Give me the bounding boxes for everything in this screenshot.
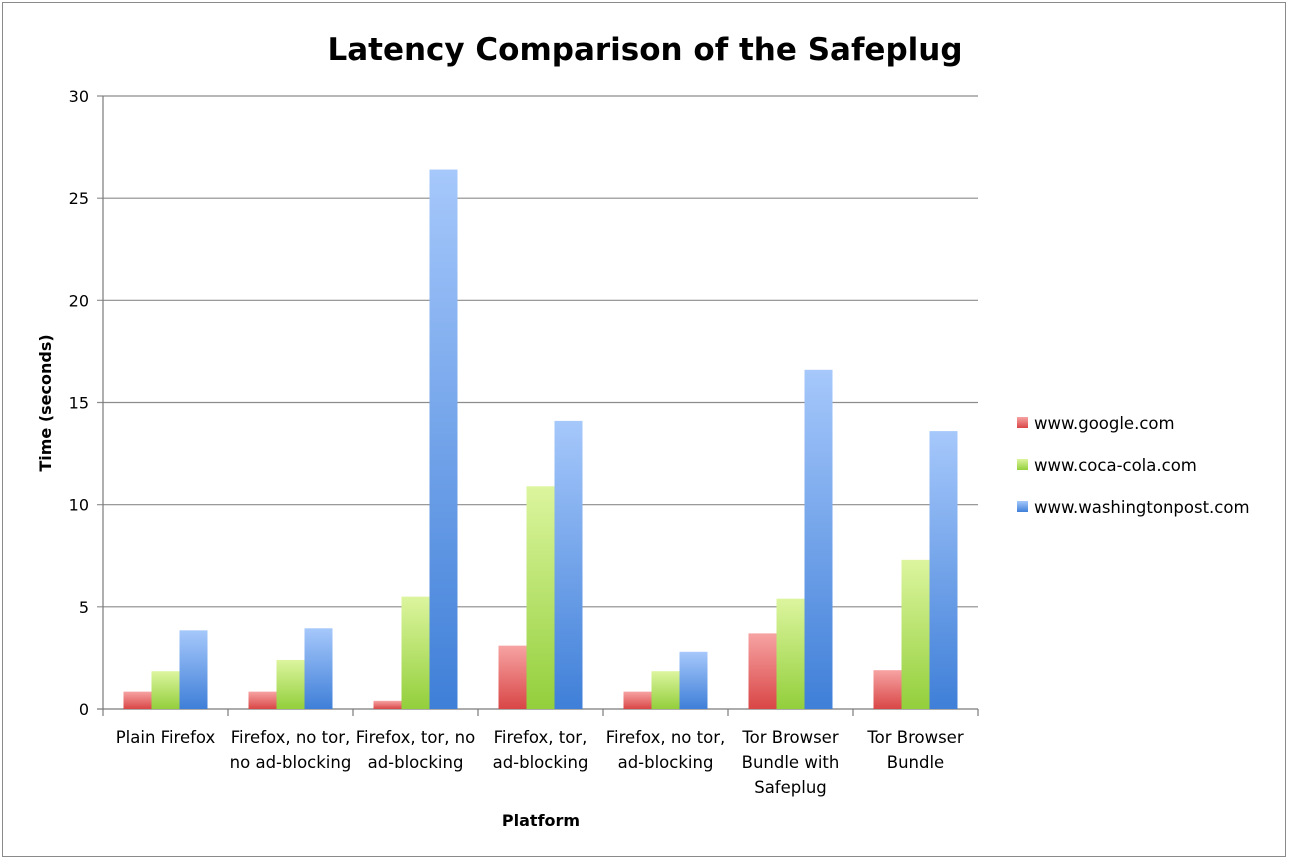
bar-www.coca-cola.com	[526, 486, 555, 709]
bar-www.coca-cola.com	[151, 671, 180, 709]
legend-swatch	[1017, 459, 1028, 470]
y-axis-title: Time (seconds)	[36, 334, 55, 471]
bar-www.google.com	[248, 691, 277, 709]
y-tick-label: 20	[69, 291, 89, 310]
category-labels: Plain Firefox Firefox, no tor, no ad-block…	[116, 728, 964, 797]
x-category-label: Plain Firefox	[116, 728, 216, 747]
x-axis-title: Platform	[502, 811, 580, 830]
bar-www.washingtonpost.com	[179, 630, 208, 709]
bar-www.google.com	[373, 700, 402, 709]
x-category-label: Firefox, tor, ad-blocking	[493, 728, 589, 772]
y-tick-label: 15	[69, 394, 89, 413]
x-category-label: Firefox, no tor, ad-blocking	[606, 728, 726, 772]
bar-www.google.com	[873, 670, 902, 709]
legend-entry: www.washingtonpost.com	[1034, 498, 1250, 517]
legend-swatch	[1017, 501, 1028, 512]
y-tick-label: 10	[69, 496, 89, 515]
y-tick-label: 5	[79, 598, 89, 617]
legend: www.google.com www.coca-cola.com www.washi…	[1017, 414, 1250, 517]
bar-www.coca-cola.com	[901, 559, 930, 709]
x-category-label: Firefox, tor, no ad-blocking	[356, 728, 476, 772]
bar-www.google.com	[498, 645, 527, 709]
y-tick-label: 25	[69, 189, 89, 208]
bar-www.google.com	[123, 691, 152, 709]
x-category-label: Firefox, no tor, no ad-blocking	[230, 728, 352, 772]
bar-www.coca-cola.com	[276, 659, 305, 709]
legend-swatch	[1017, 417, 1028, 428]
x-axis	[102, 709, 979, 716]
x-category-label: Tor Browser Bundle	[866, 728, 963, 772]
bars	[123, 169, 958, 709]
bar-www.washingtonpost.com	[804, 369, 833, 709]
bar-www.coca-cola.com	[776, 598, 805, 709]
bar-www.google.com	[623, 691, 652, 709]
bar-www.washingtonpost.com	[929, 431, 958, 709]
legend-entry: www.google.com	[1034, 414, 1175, 433]
y-tick-label: 0	[79, 700, 89, 719]
y-tick-label: 30	[69, 87, 89, 106]
bar-www.washingtonpost.com	[429, 169, 458, 709]
y-axis-ticks: 0 5 10 15 20 25 30	[69, 87, 89, 719]
legend-entry: www.coca-cola.com	[1034, 456, 1197, 475]
bar-www.google.com	[748, 633, 777, 709]
chart-title: Latency Comparison of the Safeplug	[327, 32, 962, 68]
bar-www.coca-cola.com	[401, 596, 430, 709]
bar-www.coca-cola.com	[651, 671, 680, 709]
bar-www.washingtonpost.com	[679, 651, 708, 709]
x-category-label: Tor Browser Bundle with Safeplug	[741, 728, 839, 797]
bar-www.washingtonpost.com	[554, 420, 583, 709]
bar-www.washingtonpost.com	[304, 628, 333, 709]
